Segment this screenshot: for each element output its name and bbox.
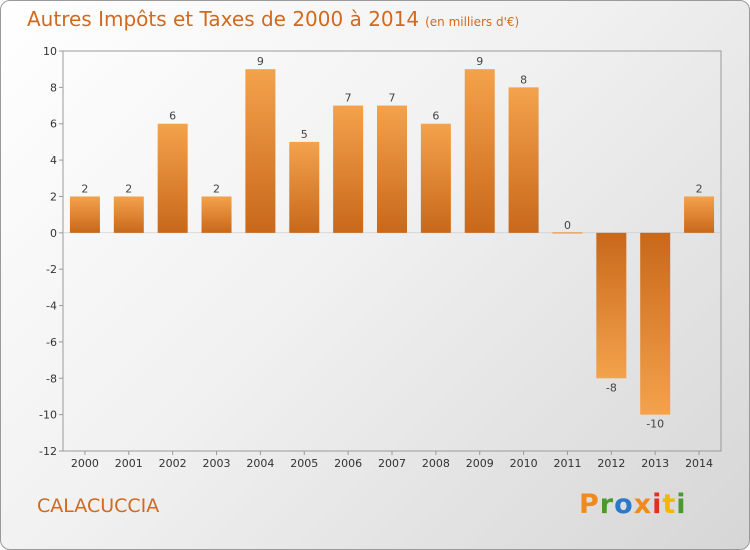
bar-2003: [201, 196, 232, 233]
bar-2012: [596, 232, 627, 379]
logo-letter: o: [614, 489, 634, 520]
data-label-2006: 7: [345, 92, 352, 105]
proxiti-logo[interactable]: Proxiti: [579, 489, 687, 520]
x-tick-label-2010: 2010: [510, 457, 538, 470]
y-tick-label: 6: [50, 118, 57, 131]
y-tick-label: -10: [39, 409, 57, 422]
y-tick-label: 4: [50, 154, 57, 167]
y-tick-label: 2: [50, 190, 57, 203]
chart-title-text: Autres Impôts et Taxes de 2000 à 2014: [27, 7, 420, 31]
x-tick-label-2009: 2009: [466, 457, 494, 470]
y-tick-label: -8: [46, 372, 57, 385]
x-tick-label-2003: 2003: [203, 457, 231, 470]
chart-unit-label: (en milliers d'€): [425, 15, 520, 29]
bar-2009: [464, 69, 495, 233]
logo-letter: r: [599, 489, 615, 520]
data-label-2007: 7: [389, 92, 396, 105]
x-axis: 2000 2001 2002 2003 2004 2005 2006 2007 2008 2009…: [71, 451, 713, 470]
x-tick-label-2002: 2002: [159, 457, 187, 470]
logo-letter: t: [662, 489, 677, 520]
x-tick-label-2001: 2001: [115, 457, 143, 470]
x-tick-label-2014: 2014: [685, 457, 713, 470]
data-label-2005: 5: [301, 128, 308, 141]
bar-2005: [289, 141, 320, 233]
data-label-2000: 2: [81, 182, 88, 195]
logo-letter: x: [633, 489, 653, 520]
y-tick-label: -12: [39, 445, 57, 458]
data-label-2014: 2: [696, 182, 703, 195]
data-label-2011: 0: [564, 219, 571, 232]
data-label-2001: 2: [125, 182, 132, 195]
bar-2014: [684, 196, 715, 233]
x-tick-label-2013: 2013: [641, 457, 669, 470]
logo-letter: i: [676, 489, 687, 520]
data-label-2010: 8: [520, 73, 527, 86]
x-tick-label-2005: 2005: [290, 457, 318, 470]
data-label-2009: 9: [476, 55, 483, 68]
data-label-2008: 6: [432, 110, 439, 123]
bar-2002: [157, 123, 188, 233]
y-tick-label: -2: [46, 263, 57, 276]
bar-2000: [69, 196, 100, 233]
x-tick-label-2000: 2000: [71, 457, 99, 470]
bar-2001: [113, 196, 144, 233]
data-label-2013: -10: [646, 418, 664, 431]
data-label-2002: 6: [169, 110, 176, 123]
x-tick-label-2004: 2004: [246, 457, 274, 470]
bar-2013: [640, 232, 671, 415]
y-tick-label: -6: [46, 336, 57, 349]
bar-2011: [552, 232, 583, 234]
x-tick-label-2007: 2007: [378, 457, 406, 470]
logo-letter: P: [579, 489, 600, 520]
data-label-2004: 9: [257, 55, 264, 68]
y-tick-label: 10: [43, 45, 57, 58]
bars: 2 2 6 2 9 5 7 7 6 9 8 0 -8 -10 2: [63, 55, 721, 431]
bar-2004: [245, 69, 276, 233]
bar-2008: [420, 123, 451, 233]
y-axis: -12 -10 -8 -6 -4 -2 0 2 4 6 8 10: [39, 45, 63, 458]
data-label-2012: -8: [606, 381, 617, 394]
x-tick-label-2011: 2011: [553, 457, 581, 470]
data-label-2003: 2: [213, 182, 220, 195]
bar-2007: [377, 105, 407, 233]
bar-2006: [333, 105, 364, 233]
y-tick-label: 8: [50, 81, 57, 94]
commune-name: CALACUCCIA: [37, 495, 160, 517]
y-tick-label: -4: [46, 300, 57, 313]
x-tick-label-2012: 2012: [597, 457, 625, 470]
chart-title: Autres Impôts et Taxes de 2000 à 2014 (en…: [27, 7, 519, 31]
bar-2010: [508, 87, 539, 233]
x-tick-label-2006: 2006: [334, 457, 362, 470]
y-tick-label: 0: [50, 227, 57, 240]
logo-letter: i: [652, 489, 663, 520]
x-tick-label-2008: 2008: [422, 457, 450, 470]
